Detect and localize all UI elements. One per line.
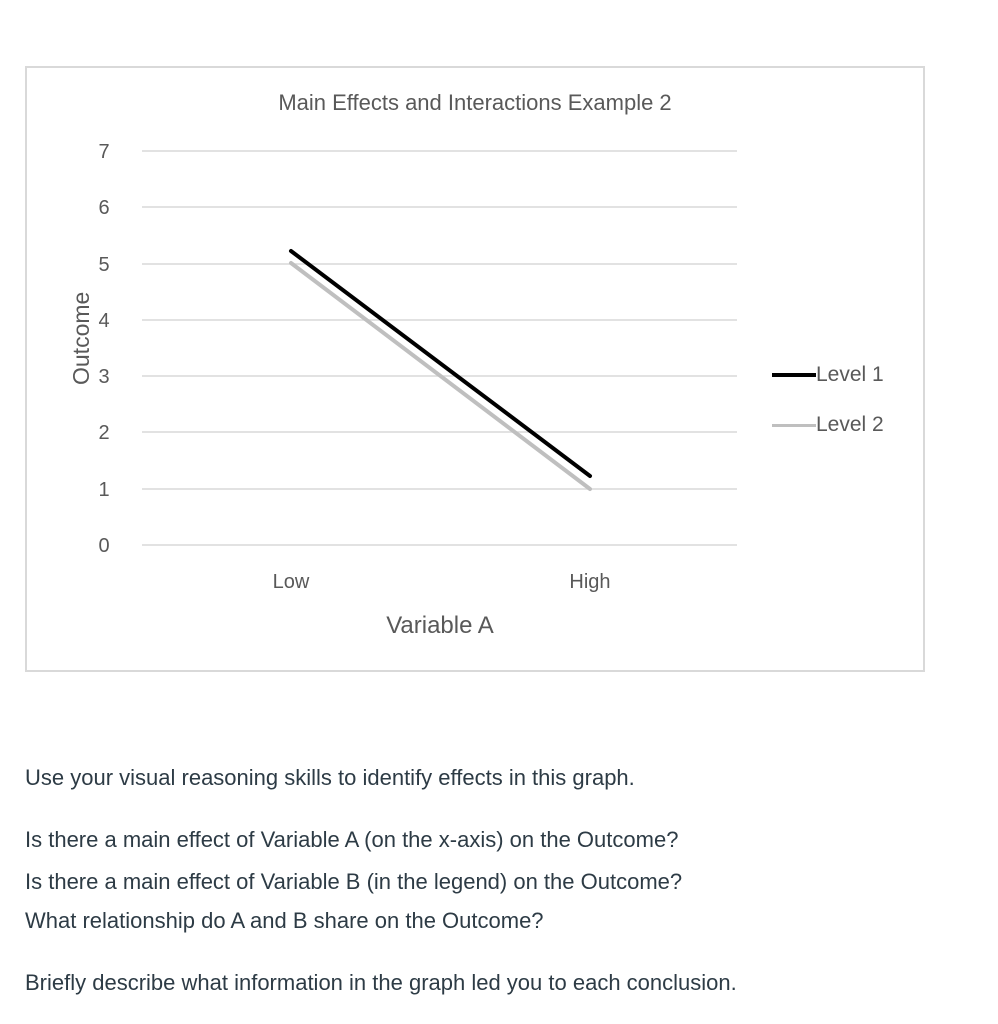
legend-swatch-icon bbox=[772, 373, 816, 377]
y-tick: 2 bbox=[98, 422, 110, 444]
question-instruction: Briefly describe what information in the… bbox=[25, 970, 737, 995]
question-3: What relationship do A and B share on th… bbox=[25, 908, 544, 933]
y-tick: 7 bbox=[98, 141, 110, 163]
y-tick: 5 bbox=[98, 254, 110, 276]
gridlines bbox=[142, 150, 737, 546]
legend-item-level-1: Level 1 bbox=[772, 363, 884, 387]
legend-label: Level 2 bbox=[816, 413, 884, 436]
x-axis-label: Variable A bbox=[386, 612, 494, 639]
legend-label: Level 1 bbox=[816, 363, 884, 386]
y-tick: 3 bbox=[98, 366, 110, 388]
x-tick-high: High bbox=[569, 571, 611, 593]
y-tick: 1 bbox=[98, 479, 110, 501]
legend-swatch-icon bbox=[772, 423, 816, 427]
series-level-2-line bbox=[289, 261, 592, 491]
chart-frame bbox=[25, 66, 925, 672]
chart-plot-area bbox=[142, 150, 737, 546]
question-2: Is there a main effect of Variable B (in… bbox=[25, 869, 683, 894]
series-level-1-line bbox=[289, 249, 592, 478]
question-intro: Use your visual reasoning skills to iden… bbox=[25, 765, 635, 790]
y-axis-label: Outcome bbox=[68, 291, 94, 385]
x-tick-low: Low bbox=[272, 571, 310, 593]
y-tick: 4 bbox=[98, 310, 110, 332]
y-tick: 6 bbox=[98, 197, 110, 219]
chart-title: Main Effects and Interactions Example 2 bbox=[278, 90, 672, 115]
y-tick: 0 bbox=[98, 535, 110, 557]
question-1: Is there a main effect of Variable A (on… bbox=[25, 827, 679, 852]
legend-item-level-2: Level 2 bbox=[772, 413, 884, 437]
